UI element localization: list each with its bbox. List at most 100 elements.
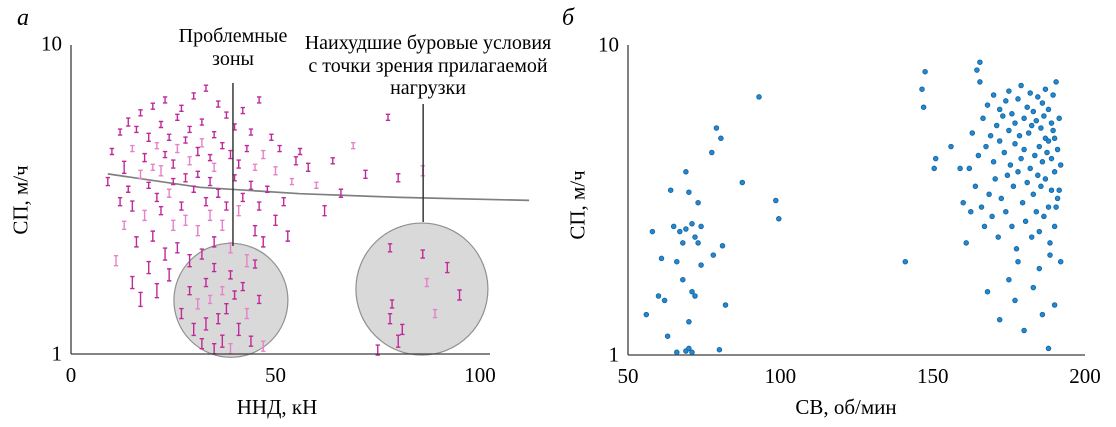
scatter-dot (1006, 127, 1012, 134)
scatter-dot (689, 349, 695, 356)
scatter-dot (975, 152, 982, 159)
errorbar-marker (216, 188, 221, 198)
errorbar-marker (273, 166, 278, 176)
scatter-dot (655, 293, 662, 299)
errorbar-marker (244, 307, 250, 320)
scatter-dot (1038, 125, 1044, 131)
scatter-dot (1006, 276, 1012, 283)
scatter-dot (1051, 302, 1058, 308)
scatter-dot (709, 149, 715, 156)
panel-a-points (105, 84, 462, 356)
scatter-dot (1018, 155, 1024, 162)
scatter-dot (1050, 127, 1056, 134)
errorbar-marker (211, 236, 217, 248)
scatter-dot (686, 189, 692, 195)
scatter-dot (1033, 117, 1040, 124)
scatter-dot (996, 138, 1003, 144)
errorbar-marker (281, 196, 286, 207)
errorbar-marker (207, 153, 213, 162)
scatter-dot (978, 204, 985, 210)
errorbar-marker (175, 113, 180, 122)
errorbar-marker (154, 283, 160, 299)
errorbar-marker (244, 144, 250, 153)
scatter-dot (977, 79, 983, 85)
scatter-dot (1045, 345, 1052, 352)
errorbar-marker (146, 132, 151, 143)
scatter-dot (996, 106, 1003, 113)
scatter-dot (902, 258, 909, 265)
errorbar-marker (211, 262, 217, 273)
errorbar-marker (338, 188, 344, 198)
scatter-dot (1032, 152, 1038, 159)
scatter-dot (692, 293, 698, 299)
errorbar-marker (199, 248, 205, 260)
scatter-dot (674, 258, 680, 265)
errorbar-marker (216, 100, 221, 108)
scatter-dot (957, 165, 963, 172)
errorbar-marker (171, 177, 176, 186)
errorbar-marker (244, 253, 250, 268)
errorbar-marker (240, 106, 245, 115)
errorbar-marker (138, 169, 143, 179)
errorbar-marker (113, 254, 119, 267)
errorbar-marker (363, 169, 368, 179)
errorbar-marker (220, 286, 225, 296)
scatter-dot (674, 349, 680, 356)
scatter-dot (1054, 195, 1061, 202)
scatter-dot (686, 319, 692, 325)
errorbar-marker (220, 141, 225, 150)
errorbar-marker (134, 125, 139, 134)
scatter-dot (931, 165, 937, 172)
scatter-dot (984, 102, 991, 108)
errorbar-marker (183, 173, 188, 183)
scatter-dot (698, 262, 704, 268)
scatter-dot (960, 199, 966, 206)
errorbar-marker (297, 147, 303, 156)
scatter-dot (1006, 88, 1012, 94)
errorbar-marker (195, 298, 200, 310)
errorbar-marker (195, 146, 200, 157)
scatter-dot (992, 176, 998, 182)
scatter-dot (1036, 143, 1043, 150)
errorbar-marker (175, 242, 180, 254)
panel-b-x-tick-label: 50 (617, 364, 639, 388)
errorbar-marker (179, 307, 184, 320)
errorbar-marker (195, 170, 200, 178)
errorbar-marker (232, 290, 237, 300)
errorbar-marker (146, 260, 151, 275)
scatter-dot (664, 333, 671, 339)
annotation-problem-zones: Проблемные зоны (179, 25, 288, 70)
errorbar-marker (154, 192, 160, 203)
scatter-dot (1019, 199, 1026, 206)
scatter-dot (680, 276, 686, 283)
errorbar-marker (261, 236, 266, 248)
errorbar-marker (211, 130, 217, 139)
errorbar-marker (162, 96, 168, 104)
errorbar-marker (207, 176, 213, 187)
scatter-dot (710, 252, 717, 258)
scatter-dot (1028, 122, 1035, 129)
errorbar-marker (138, 291, 143, 308)
errorbar-marker (146, 181, 151, 190)
errorbar-marker (199, 337, 205, 350)
errorbar-marker (261, 340, 266, 352)
errorbar-marker (424, 277, 430, 288)
errorbar-marker (179, 104, 184, 113)
scatter-dot (716, 346, 723, 353)
errorbar-marker (385, 113, 391, 122)
highlight-circles (173, 222, 489, 358)
scatter-dot (1054, 146, 1061, 153)
errorbar-marker (396, 173, 401, 183)
highlight-circle (173, 242, 289, 358)
scatter-dot (980, 115, 986, 122)
scatter-dot (1047, 240, 1053, 246)
scatter-dot (987, 132, 994, 139)
scatter-dot (1036, 228, 1043, 235)
errorbar-marker (195, 224, 200, 237)
errorbar-marker (203, 84, 209, 92)
errorbar-marker (252, 224, 258, 237)
errorbar-marker (252, 163, 258, 172)
scatter-dot (1036, 265, 1043, 272)
errorbar-marker (162, 150, 168, 159)
